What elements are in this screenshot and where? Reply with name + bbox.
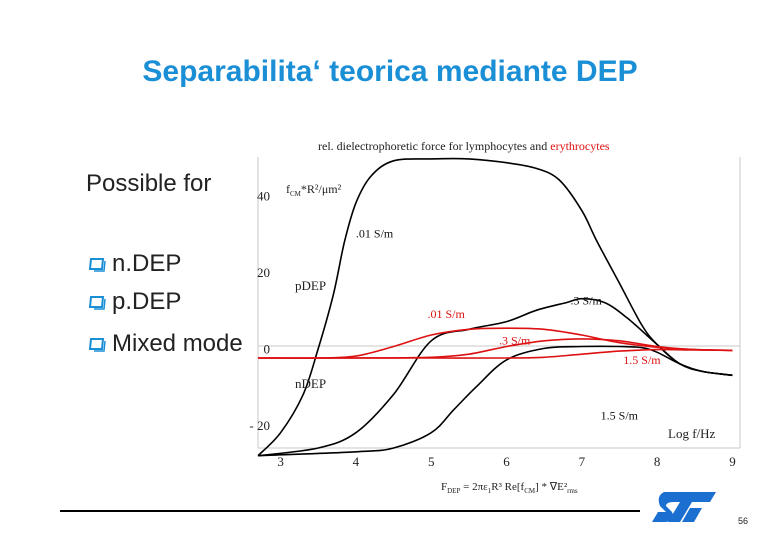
y-ticks: 40 20 0 - 20 [249,188,270,433]
svg-text:rel. dielectrophoretic force f: rel. dielectrophoretic force for lymphoc… [318,139,610,153]
footer-divider [60,510,640,512]
series-lines [257,157,733,457]
page-number: 56 [738,516,749,526]
x-tick-label: 7 [579,454,586,469]
bullet-item-pdep: p.DEP [88,288,181,316]
bullet-item-mixed: Mixed mode [88,330,243,358]
series-label: .3 S/m [499,334,531,348]
chart-title: rel. dielectrophoretic force for lymphoc… [318,139,610,153]
x-tick-label: 3 [277,454,284,469]
bullet-box-icon [88,338,106,352]
intro-text: Possible for [86,170,212,197]
series-line-lymphocytes [257,297,733,457]
x-tick-label: 6 [503,454,510,469]
x-ticks: 3 4 5 6 7 8 9 [277,454,735,469]
series-labels: .01 S/m .3 S/m 1.5 S/m .01 S/m .3 S/m 1.5 S/m [356,226,661,422]
series-line-erythrocytes [257,348,733,359]
dep-formula: FDEP = 2πε1R³ Re[fCM] * ∇E²rms [441,481,578,495]
bullet-text: Mixed mode [112,330,243,357]
chart-title-highlight: erythrocytes [550,139,610,153]
dep-chart: rel. dielectrophoretic force for lymphoc… [249,139,741,495]
bullet-text: n.DEP [112,250,182,277]
y-tick-label: 20 [257,265,270,280]
x-tick-label: 4 [353,454,360,469]
series-line-lymphocytes [257,345,733,457]
series-label: 1.5 S/m [623,353,661,367]
bullet-item-ndep: n.DEP [88,250,181,278]
x-tick-label: 5 [428,454,435,469]
st-logo-icon [652,492,716,522]
y-tick-label: 0 [264,341,271,356]
region-label-pdep: pDEP [295,278,326,293]
y-tick-label: 40 [257,188,270,203]
x-axis-label: Log f/Hz [668,426,716,441]
bullet-box-icon [88,296,106,310]
series-label: .01 S/m [356,226,394,240]
x-tick-label: 8 [654,454,661,469]
plot-area [257,157,741,449]
y-tick-label: - 20 [249,418,270,433]
series-label: 1.5 S/m [601,408,639,422]
slide-title: Separabilita‘ teorica mediante DEP [142,55,638,88]
series-label: .01 S/m [427,307,465,321]
svg-text:FDEP = 2πε1R³ Re[fCM] * ∇E²rms: FDEP = 2πε1R³ Re[fCM] * ∇E²rms [441,481,578,495]
region-label-ndep: nDEP [295,376,326,391]
chart-title-text: rel. dielectrophoretic force for lymphoc… [318,139,550,153]
bullet-box-icon [88,258,106,272]
x-tick-label: 9 [729,454,736,469]
y-axis-label: fCM*R²/μm² [286,182,342,198]
bullet-text: p.DEP [112,288,182,315]
series-line-lymphocytes [257,157,733,457]
series-label: .3 S/m [571,293,603,307]
